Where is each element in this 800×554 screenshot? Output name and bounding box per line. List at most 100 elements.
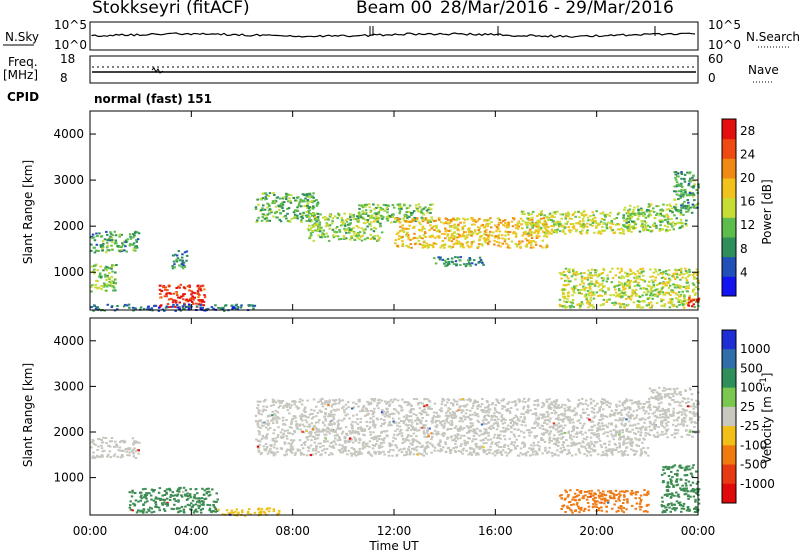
time-axis-label: Time UT <box>368 539 419 553</box>
noise-right-tick-top: 10^5 <box>708 18 741 32</box>
velocity-colorbar-tick-1: 500 <box>740 361 763 375</box>
power-colorbar-swatch-8 <box>722 119 736 140</box>
velocity-region-5 <box>558 489 650 514</box>
station-title: Stokkseyri (fitACF) <box>92 0 250 18</box>
power-colorbar-tick-24: 24 <box>740 147 755 161</box>
freq-blip <box>151 67 164 74</box>
time-tick-6: 00:00 <box>681 524 716 538</box>
velocity-colorbar-tick-2: 100 <box>740 381 763 395</box>
power-colorbar-tick-20: 20 <box>740 171 755 185</box>
power-y-label: Slant Range [km] <box>21 160 35 264</box>
velocity-region-1 <box>128 486 219 514</box>
velocity-ytick-1000: 1000 <box>53 471 84 485</box>
noise-panel: N.Sky 10^5 10^0 10^5 10^0 N.Search <box>3 18 800 52</box>
freq-panel: Freq. [MHz] 18 8 60 0 Nave <box>3 52 779 85</box>
power-ytick-4000: 4000 <box>53 127 84 141</box>
noise-left-tick-bottom: 10^0 <box>54 38 87 52</box>
velocity-colorbar-tick-4: -25 <box>740 419 760 433</box>
noise-sky-trace <box>91 26 696 38</box>
velocity-region-3 <box>254 397 650 457</box>
power-colorbar-swatch-5 <box>722 178 736 199</box>
freq-left-tick-bottom: 8 <box>60 71 68 85</box>
power-colorbar-tick-16: 16 <box>740 195 755 209</box>
power-region-9 <box>520 210 637 235</box>
nave-right-tick-bottom: 0 <box>708 71 716 85</box>
beam-label: Beam 00 <box>356 0 432 18</box>
nave-right-tick-top: 60 <box>708 52 723 66</box>
time-tick-1: 04:00 <box>174 524 209 538</box>
velocity-region-0 <box>90 436 141 459</box>
time-tick-5: 20:00 <box>579 524 614 538</box>
power-colorbar-swatch-4 <box>722 197 736 218</box>
power-region-7 <box>356 203 434 224</box>
freq-left-tick-top: 18 <box>60 52 75 66</box>
velocity-colorbar-label: Velocity [m s-1] <box>759 373 774 464</box>
freq-label-1: Freq. <box>8 55 38 69</box>
velocity-colorbar-swatch-1 <box>722 349 736 369</box>
power-ytick-3000: 3000 <box>53 173 84 187</box>
power-colorbar-swatch-1 <box>722 256 736 277</box>
time-axis: 00:00 04:00 08:00 12:00 16:00 20:00 00:00 <box>73 111 716 538</box>
velocity-colorbar-swatch-3 <box>722 387 736 408</box>
velocity-colorbar: 1000 500 100 25 -25 -100 -500 -1000 <box>721 329 775 504</box>
power-region-5 <box>254 192 320 223</box>
velocity-ytick-2000: 2000 <box>53 425 84 439</box>
velocity-ytick-4000: 4000 <box>53 334 84 348</box>
velocity-colorbar-swatch-4 <box>722 406 736 427</box>
power-colorbar-tick-12: 12 <box>740 218 755 232</box>
velocity-heatmap <box>90 386 701 517</box>
velocity-colorbar-swatch-2 <box>722 368 736 389</box>
velocity-y-label: Slant Range [km] <box>21 363 35 467</box>
velocity-colorbar-swatch-5 <box>722 426 736 446</box>
noise-left-tick-top: 10^5 <box>54 18 87 32</box>
velocity-ytick-3000: 3000 <box>53 379 84 393</box>
time-tick-4: 16:00 <box>478 524 513 538</box>
time-tick-2: 08:00 <box>275 524 310 538</box>
power-colorbar-tick-4: 4 <box>740 265 748 279</box>
power-panel: 1000 2000 3000 4000 Slant Range [km] 4 8 12 16… <box>21 110 774 312</box>
power-ytick-2000: 2000 <box>53 219 84 233</box>
power-colorbar-tick-28: 28 <box>740 124 755 138</box>
power-region-10 <box>622 203 688 233</box>
freq-label-2: [MHz] <box>3 68 38 82</box>
time-tick-3: 12:00 <box>377 524 412 538</box>
power-region-14 <box>687 296 701 308</box>
velocity-colorbar-tick-7: -1000 <box>740 477 775 491</box>
velocity-colorbar-tick-5: -100 <box>740 438 767 452</box>
cpid-label: CPID <box>7 90 39 104</box>
power-colorbar-label: Power [dB] <box>760 179 774 244</box>
power-colorbar-swatch-2 <box>722 237 736 258</box>
noise-left-label: N.Sky <box>5 30 39 44</box>
noise-right-tick-bottom: 10^0 <box>708 38 741 52</box>
power-region-1 <box>90 263 118 293</box>
power-region-13 <box>558 267 700 309</box>
power-ytick-1000: 1000 <box>53 265 84 279</box>
nave-label: Nave <box>748 63 779 77</box>
velocity-colorbar-swatch-7 <box>722 464 736 485</box>
power-region-2 <box>171 250 189 270</box>
velocity-colorbar-tick-3: 25 <box>740 400 755 414</box>
power-region-0 <box>90 230 141 254</box>
power-colorbar: 4 8 12 16 20 24 28 <box>721 118 755 297</box>
velocity-colorbar-tick-0: 1000 <box>740 342 771 356</box>
velocity-colorbar-swatch-6 <box>722 445 736 466</box>
power-colorbar-swatch-0 <box>722 276 736 297</box>
date-range: 28/Mar/2016 - 29/Mar/2016 <box>440 0 674 18</box>
power-colorbar-swatch-3 <box>722 217 736 238</box>
velocity-y-axis: 1000 2000 3000 4000 <box>53 334 698 485</box>
noise-right-label: N.Search <box>746 30 800 44</box>
velocity-panel: 1000 2000 3000 4000 Slant Range [km] 1000 50… <box>21 317 775 517</box>
velocity-region-6 <box>660 464 701 514</box>
power-region-8 <box>394 217 549 249</box>
velocity-colorbar-swatch-8 <box>722 483 736 504</box>
power-region-12 <box>433 256 485 268</box>
time-tick-0: 00:00 <box>73 524 108 538</box>
velocity-colorbar-swatch-0 <box>722 330 736 350</box>
power-colorbar-swatch-7 <box>722 138 736 159</box>
power-y-axis: 1000 2000 3000 4000 <box>53 127 698 279</box>
cpid-value: normal (fast) 151 <box>94 92 212 106</box>
velocity-colorbar-tick-6: -500 <box>740 458 767 472</box>
power-colorbar-tick-8: 8 <box>740 242 748 256</box>
power-region-3 <box>158 283 207 309</box>
